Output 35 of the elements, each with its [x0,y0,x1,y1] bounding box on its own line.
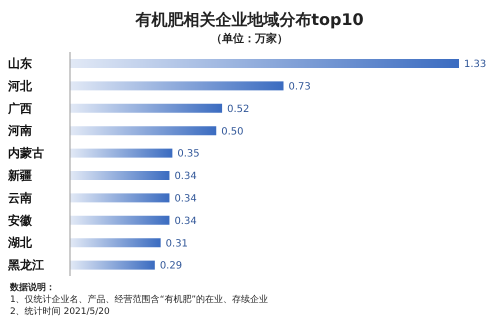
data-label: 0.35 [177,148,200,160]
bar [70,148,172,158]
chart-subtitle: （单位：万家） [210,31,289,46]
data-label: 0.29 [160,260,182,272]
y-tick-label: 新疆 [7,168,32,182]
y-tick-label: 黑龙江 [7,258,44,272]
bar [70,193,170,202]
y-tick-label: 山东 [8,56,32,70]
y-tick-label: 河南 [7,124,32,138]
text: 1、仅统计企业名、产品、经营范围含“有机肥”的在业、存续企业 [10,294,270,306]
chart-title: 有机肥相关企业地域分布top10 [134,9,365,31]
y-tick-label: 湖北 [7,236,33,250]
y-tick-label: 云南 [8,190,32,205]
bar [70,171,170,180]
data-label: 0.34 [174,193,197,204]
y-tick-label: 广西 [7,101,32,116]
data-label: 0.31 [166,238,188,250]
bar [70,59,459,68]
bar [70,260,155,270]
data-label: 0.52 [227,104,250,115]
data-label: 0.50 [221,126,244,138]
y-tick-label: 河北 [7,78,33,93]
bar [70,238,161,248]
data-label: 1.33 [464,59,486,70]
y-tick-label: 内蒙古 [8,146,44,160]
data-label: 0.34 [174,216,197,227]
data-label: 0.73 [288,81,311,92]
text: 数据说明： [10,282,56,294]
bar [70,104,222,113]
data-label: 0.34 [174,171,197,182]
text: 2、统计时间 2021/5/20 [10,306,111,318]
bar [70,81,284,90]
y-tick-label: 安徽 [8,213,33,228]
bar [70,126,216,136]
bar [70,216,170,225]
